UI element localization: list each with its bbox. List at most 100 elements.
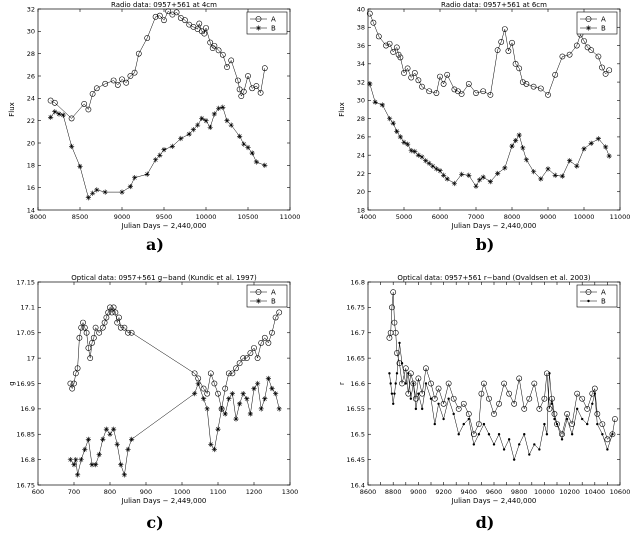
data-point — [195, 122, 201, 128]
data-point — [437, 168, 443, 174]
data-point — [546, 405, 553, 412]
data-point — [93, 85, 100, 92]
data-point — [511, 400, 518, 407]
data-point — [491, 411, 497, 417]
data-point — [516, 375, 523, 382]
x-tick-label: 8000 — [30, 213, 47, 221]
chart-panel-1: Radio data: 0957+561 at 4cm 8000 8500 9000 9… — [8, 1, 300, 254]
data-point — [584, 44, 591, 51]
data-point — [442, 417, 445, 421]
data-point — [410, 380, 417, 387]
legend-marker — [255, 16, 262, 22]
data-point — [609, 431, 616, 438]
data-point — [588, 140, 594, 146]
x-tick-label: 10200 — [559, 488, 580, 496]
x-tick-label: 10000 — [574, 213, 595, 221]
data-point — [117, 324, 124, 331]
y-tick-label: 24 — [357, 151, 365, 159]
legend-marker — [255, 289, 262, 295]
series-A — [366, 10, 613, 98]
data-point — [404, 382, 407, 385]
data-point — [523, 157, 529, 163]
data-point — [401, 70, 407, 76]
data-point — [466, 172, 472, 178]
data-point — [121, 472, 127, 478]
data-point — [85, 195, 91, 201]
data-point — [222, 385, 229, 392]
y-tick-label: 14 — [27, 206, 35, 214]
series-B — [48, 104, 268, 201]
data-point — [581, 417, 584, 421]
data-point — [487, 433, 491, 436]
data-point — [555, 422, 559, 426]
data-point — [611, 433, 614, 436]
legend-box — [246, 284, 288, 308]
series-line — [50, 10, 266, 119]
y-tick-label: 17.15 — [16, 278, 35, 286]
data-point — [68, 115, 75, 122]
data-point — [215, 426, 221, 432]
data-point — [83, 329, 90, 336]
y-tick-label: 16.75 — [346, 304, 365, 312]
data-point — [526, 395, 533, 402]
data-point — [90, 334, 97, 341]
legend-box — [246, 11, 288, 35]
data-point — [112, 309, 119, 316]
data-point — [541, 395, 548, 402]
data-point — [51, 99, 58, 106]
data-point — [387, 116, 393, 122]
data-point — [565, 417, 569, 421]
data-point — [545, 166, 551, 172]
data-point — [440, 81, 447, 87]
data-point — [203, 25, 209, 31]
data-point — [426, 88, 433, 95]
data-point — [123, 79, 130, 86]
data-point — [255, 380, 261, 387]
y-tick-label: 16.8 — [21, 456, 35, 464]
legend-entry: A — [601, 289, 606, 297]
data-point — [103, 314, 110, 321]
data-point — [531, 380, 538, 387]
data-point — [235, 77, 241, 84]
legend-marker — [587, 299, 590, 303]
data-point — [240, 88, 247, 95]
data-point — [502, 165, 508, 171]
data-point — [375, 33, 382, 40]
data-point — [419, 83, 425, 90]
data-point — [405, 141, 411, 147]
data-point — [196, 20, 203, 27]
data-point — [93, 462, 99, 468]
data-point — [506, 390, 513, 397]
data-point — [80, 319, 86, 326]
data-point — [161, 147, 167, 153]
data-point — [102, 189, 108, 195]
data-point — [229, 370, 236, 377]
data-point — [498, 38, 505, 45]
data-point — [238, 93, 245, 99]
y-tick-label: 20 — [357, 188, 365, 196]
data-point — [595, 136, 601, 142]
data-point — [211, 380, 218, 387]
data-point — [423, 365, 429, 372]
data-point — [253, 159, 259, 165]
x-tick-label: 10500 — [238, 213, 259, 221]
data-point — [251, 385, 257, 392]
data-point — [604, 436, 611, 443]
data-point — [107, 304, 113, 311]
data-point — [211, 111, 217, 117]
series-A — [47, 8, 268, 122]
data-point — [450, 395, 457, 402]
legend-entry: A — [271, 16, 276, 24]
chart-title: Optical data: 0957+561 g−band (Kundic et… — [71, 274, 257, 282]
x-tick-label: 900 — [140, 488, 152, 496]
data-point — [404, 65, 411, 72]
data-point — [237, 133, 243, 139]
x-tick-label: 600 — [32, 488, 44, 496]
data-point — [412, 395, 419, 402]
data-point — [579, 395, 586, 402]
data-point — [538, 176, 544, 182]
data-point — [502, 448, 506, 451]
data-point — [480, 88, 487, 95]
data-point — [512, 458, 516, 461]
